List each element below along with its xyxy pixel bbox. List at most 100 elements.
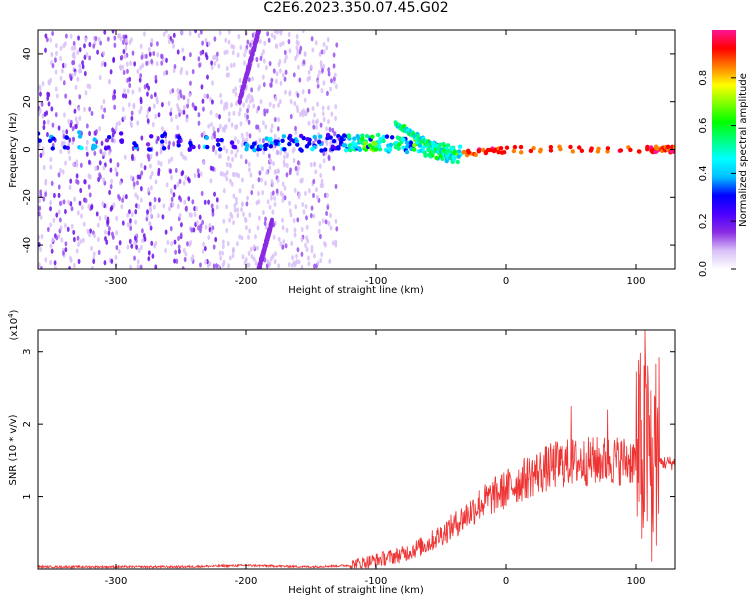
heatmap-cell [291,255,294,261]
heatmap-cell [333,72,337,78]
heatmap-cell [154,179,158,185]
heatmap-cell [434,155,439,161]
heatmap-cell [139,73,143,79]
heatmap-cell [139,162,143,168]
heatmap-cell [197,32,201,39]
heatmap-cell [326,37,330,43]
heatmap-cell [94,35,98,42]
heatmap-cell [274,169,278,175]
heatmap-cell [466,150,471,155]
heatmap-cell [212,126,216,132]
heatmap-cell [129,264,133,269]
heatmap-cell [185,70,189,76]
heatmap-cell [70,206,74,212]
heatmap-cell [79,187,83,194]
heatmap-cell [283,154,286,160]
heatmap-cell [328,135,333,140]
heatmap-cell [174,167,178,174]
heatmap-cell [197,56,201,62]
heatmap-cell [81,64,85,70]
heatmap-cell [55,50,58,56]
heatmap-cell [334,83,338,90]
heatmap-cell [307,141,312,146]
heatmap-cell [119,65,123,72]
heatmap-cell [175,258,179,264]
heatmap-cell [141,228,144,234]
heatmap-cell [247,119,251,125]
heatmap-cell [45,37,49,43]
heatmap-cell [353,142,358,147]
heatmap-cell [148,220,152,227]
heatmap-cell [456,154,461,159]
heatmap-cell [148,106,151,112]
heatmap-cell [99,174,102,180]
heatmap-cell [113,104,117,110]
heatmap-cell [123,115,126,121]
heatmap-cell [155,96,159,102]
heatmap-cell [262,58,266,64]
heatmap-cell [284,69,288,75]
heatmap-cell [241,177,244,183]
x-tick-label: -300 [105,576,128,587]
heatmap-cell [122,34,126,40]
heatmap-cell [141,238,145,244]
heatmap-cell [307,88,311,95]
x-tick-label: -100 [365,276,388,287]
heatmap-cell [113,138,117,144]
heatmap-cell [256,147,261,152]
heatmap-cell [221,244,225,250]
heatmap-cell [311,47,315,53]
heatmap-cell [335,42,339,48]
heatmap-cell [279,80,283,86]
heatmap-cell [67,118,71,125]
heatmap-cell [65,129,69,135]
heatmap-cell [62,199,66,205]
heatmap-cell [205,144,210,150]
heatmap-cell [304,242,307,248]
heatmap-cell [122,39,125,45]
heatmap-cell [121,93,125,99]
heatmap-cell [49,164,53,170]
heatmap-cell [86,83,90,89]
heatmap-cell [261,166,264,172]
heatmap-cell [320,49,324,55]
heatmap-cell [85,151,89,157]
heatmap-cell [99,40,103,46]
heatmap-cell [50,51,54,58]
heatmap-cell [74,116,78,122]
heatmap-cell [579,148,585,153]
heatmap-cell [292,260,296,266]
heatmap-cell [250,254,254,260]
heatmap-cell [289,167,292,173]
heatmap-cell [229,62,233,69]
heatmap-cell [235,124,239,130]
heatmap-cell [445,143,451,148]
heatmap-cell [589,146,594,151]
heatmap-cell [60,68,64,74]
heatmap-cell [72,229,76,235]
heatmap-cell [299,148,304,153]
heatmap-cell [251,141,257,146]
heatmap-cell [50,106,54,112]
heatmap-cell [246,108,249,114]
heatmap-cell [283,195,287,201]
heatmap-cell [455,159,460,165]
heatmap-cell [41,146,45,152]
heatmap-cell [90,110,94,117]
heatmap-cell [93,144,98,149]
heatmap-cell [336,146,341,151]
heatmap-cell [266,31,270,37]
heatmap-cell [245,131,249,137]
heatmap-cell [174,249,178,255]
heatmap-cell [272,68,276,74]
heatmap-cell [46,95,50,101]
heatmap-cell [207,41,211,47]
snr-frame [37,329,676,570]
heatmap-cell [98,160,102,166]
heatmap-cell [147,187,150,193]
heatmap-cell [115,121,119,127]
heatmap-cell [156,213,160,219]
heatmap-cell [53,192,56,199]
heatmap-cell [264,142,269,148]
heatmap-cell [408,140,414,146]
